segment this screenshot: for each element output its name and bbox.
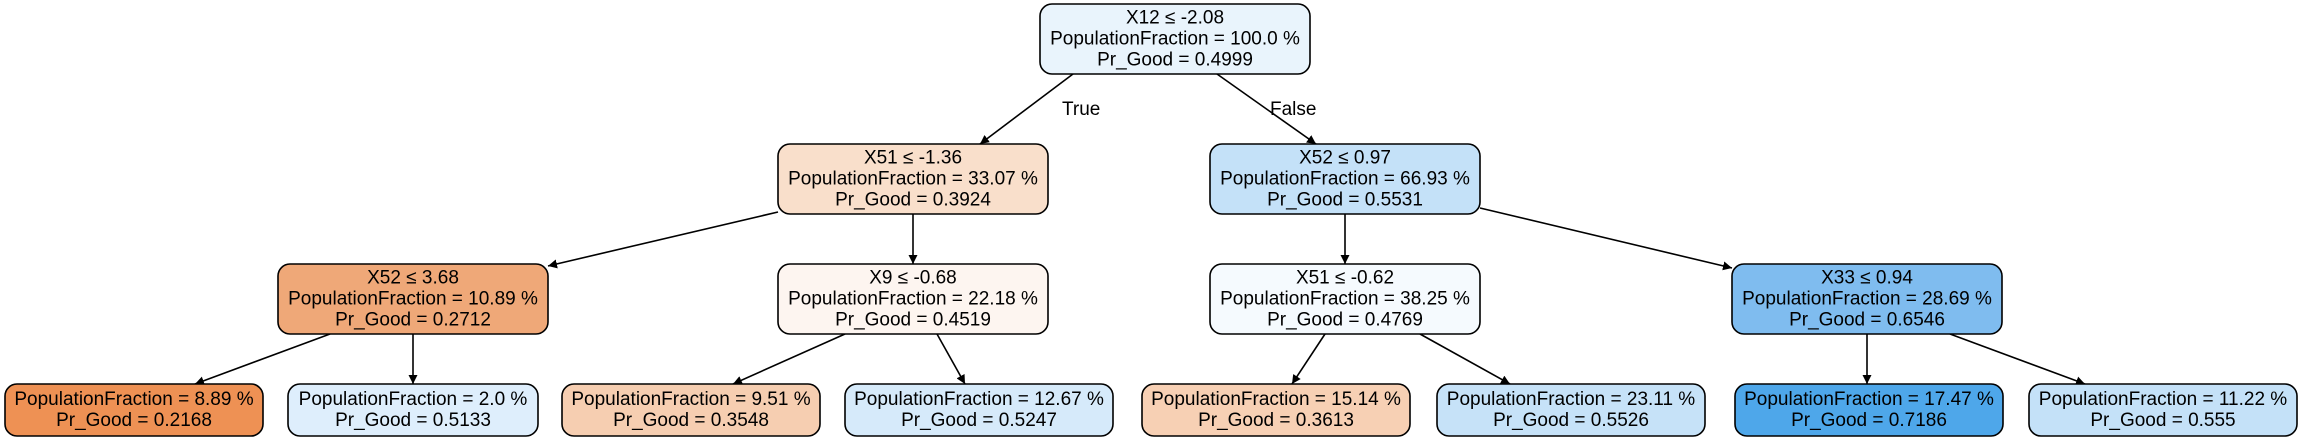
node-box <box>1734 383 2004 437</box>
node-text-line: Pr_Good = 0.4519 <box>835 310 991 331</box>
node-box <box>287 383 539 437</box>
edge-arrow <box>1419 333 1511 385</box>
node-text-line: Pr_Good = 0.5531 <box>1267 190 1423 211</box>
node-text-line: Pr_Good = 0.4769 <box>1267 310 1423 331</box>
node-text-line: Pr_Good = 0.3924 <box>835 190 991 211</box>
node-text-line: Pr_Good = 0.4999 <box>1097 50 1253 71</box>
edge-arrow <box>1291 333 1326 385</box>
node-text-line: Pr_Good = 0.555 <box>2090 410 2235 431</box>
node-text-line: PopulationFraction = 33.07 % <box>788 169 1038 190</box>
edge-arrow <box>732 333 846 385</box>
node-text-line: Pr_Good = 0.3613 <box>1198 410 1354 431</box>
node-text-line: Pr_Good = 0.5526 <box>1493 410 1649 431</box>
node-text-line: PopulationFraction = 100.0 % <box>1050 29 1300 50</box>
node-text-line: X12 ≤ -2.08 <box>1126 8 1224 29</box>
node-text-line: PopulationFraction = 11.22 % <box>2039 389 2287 410</box>
node-text-line: Pr_Good = 0.5133 <box>335 410 491 431</box>
tree-node-l2: PopulationFraction = 2.0 %Pr_Good = 0.51… <box>287 383 539 437</box>
node-text-line: Pr_Good = 0.7186 <box>1791 410 1947 431</box>
node-box <box>4 383 264 437</box>
edge-root-to-n2: False <box>1216 73 1317 145</box>
edge-arrow <box>979 73 1074 145</box>
node-text-line: PopulationFraction = 28.69 % <box>1742 289 1992 310</box>
node-text-line: Pr_Good = 0.3548 <box>613 410 769 431</box>
edge-arrow <box>547 211 779 269</box>
node-box <box>1209 263 1481 335</box>
node-text-line: PopulationFraction = 38.25 % <box>1220 289 1470 310</box>
edge-n2-to-n6 <box>1479 207 1733 271</box>
node-text-line: PopulationFraction = 23.11 % <box>1447 389 1695 410</box>
tree-node-l6: PopulationFraction = 23.11 %Pr_Good = 0.… <box>1436 383 1706 437</box>
node-text-line: Pr_Good = 0.2168 <box>56 410 212 431</box>
edge-n5-to-l6 <box>1419 333 1511 385</box>
node-text-line: X33 ≤ 0.94 <box>1821 268 1913 289</box>
tree-node-l5: PopulationFraction = 15.14 %Pr_Good = 0.… <box>1141 383 1411 437</box>
node-text-line: PopulationFraction = 15.14 % <box>1151 389 1401 410</box>
node-box <box>277 263 549 335</box>
node-text-line: X9 ≤ -0.68 <box>869 268 957 289</box>
edge-arrow <box>194 333 331 386</box>
node-text-line: PopulationFraction = 2.0 % <box>299 389 528 410</box>
edge-n6-to-l8 <box>1949 333 2086 386</box>
edge-root-to-n1: True <box>979 73 1100 145</box>
edge-arrow <box>1949 333 2086 386</box>
node-text-line: Pr_Good = 0.5247 <box>901 410 1057 431</box>
node-text-line: Pr_Good = 0.6546 <box>1789 310 1945 331</box>
node-text-line: PopulationFraction = 10.89 % <box>288 289 538 310</box>
node-text-line: PopulationFraction = 66.93 % <box>1220 169 1470 190</box>
edge-arrow <box>1216 73 1317 145</box>
node-box <box>777 143 1049 215</box>
tree-node-l3: PopulationFraction = 9.51 %Pr_Good = 0.3… <box>561 383 821 437</box>
edge-n4-to-l3 <box>732 333 846 385</box>
node-box <box>1731 263 2003 335</box>
tree-node-l1: PopulationFraction = 8.89 %Pr_Good = 0.2… <box>4 383 264 437</box>
node-text-line: X51 ≤ -0.62 <box>1296 268 1394 289</box>
node-text-line: X51 ≤ -1.36 <box>864 148 962 169</box>
node-text-line: PopulationFraction = 8.89 % <box>14 389 253 410</box>
node-text-line: PopulationFraction = 12.67 % <box>854 389 1104 410</box>
tree-node-l4: PopulationFraction = 12.67 %Pr_Good = 0.… <box>844 383 1114 437</box>
node-text-line: PopulationFraction = 17.47 % <box>1744 389 1994 410</box>
edge-n5-to-l5 <box>1291 333 1326 385</box>
node-box <box>1039 3 1311 75</box>
edge-n4-to-l4 <box>936 333 966 385</box>
node-text-line: X52 ≤ 0.97 <box>1299 148 1391 169</box>
edge-arrow <box>936 333 966 385</box>
tree-node-l7: PopulationFraction = 17.47 %Pr_Good = 0.… <box>1734 383 2004 437</box>
edge-label-true: True <box>1062 99 1100 120</box>
edge-n1-to-n3 <box>547 211 779 269</box>
tree-node-l8: PopulationFraction = 11.22 %Pr_Good = 0.… <box>2028 383 2298 437</box>
edge-n3-to-l1 <box>194 333 331 386</box>
node-text-line: X52 ≤ 3.68 <box>367 268 459 289</box>
node-box <box>1209 143 1481 215</box>
node-text-line: PopulationFraction = 22.18 % <box>788 289 1038 310</box>
node-box <box>1141 383 1411 437</box>
node-box <box>777 263 1049 335</box>
node-box <box>561 383 821 437</box>
edges-layer: True False <box>194 73 2086 386</box>
node-box <box>2028 383 2298 437</box>
edge-arrow <box>1479 207 1733 271</box>
node-text-line: Pr_Good = 0.2712 <box>335 310 491 331</box>
edge-label-false: False <box>1270 99 1316 120</box>
node-box <box>844 383 1114 437</box>
node-box <box>1436 383 1706 437</box>
node-text-line: PopulationFraction = 9.51 % <box>571 389 810 410</box>
